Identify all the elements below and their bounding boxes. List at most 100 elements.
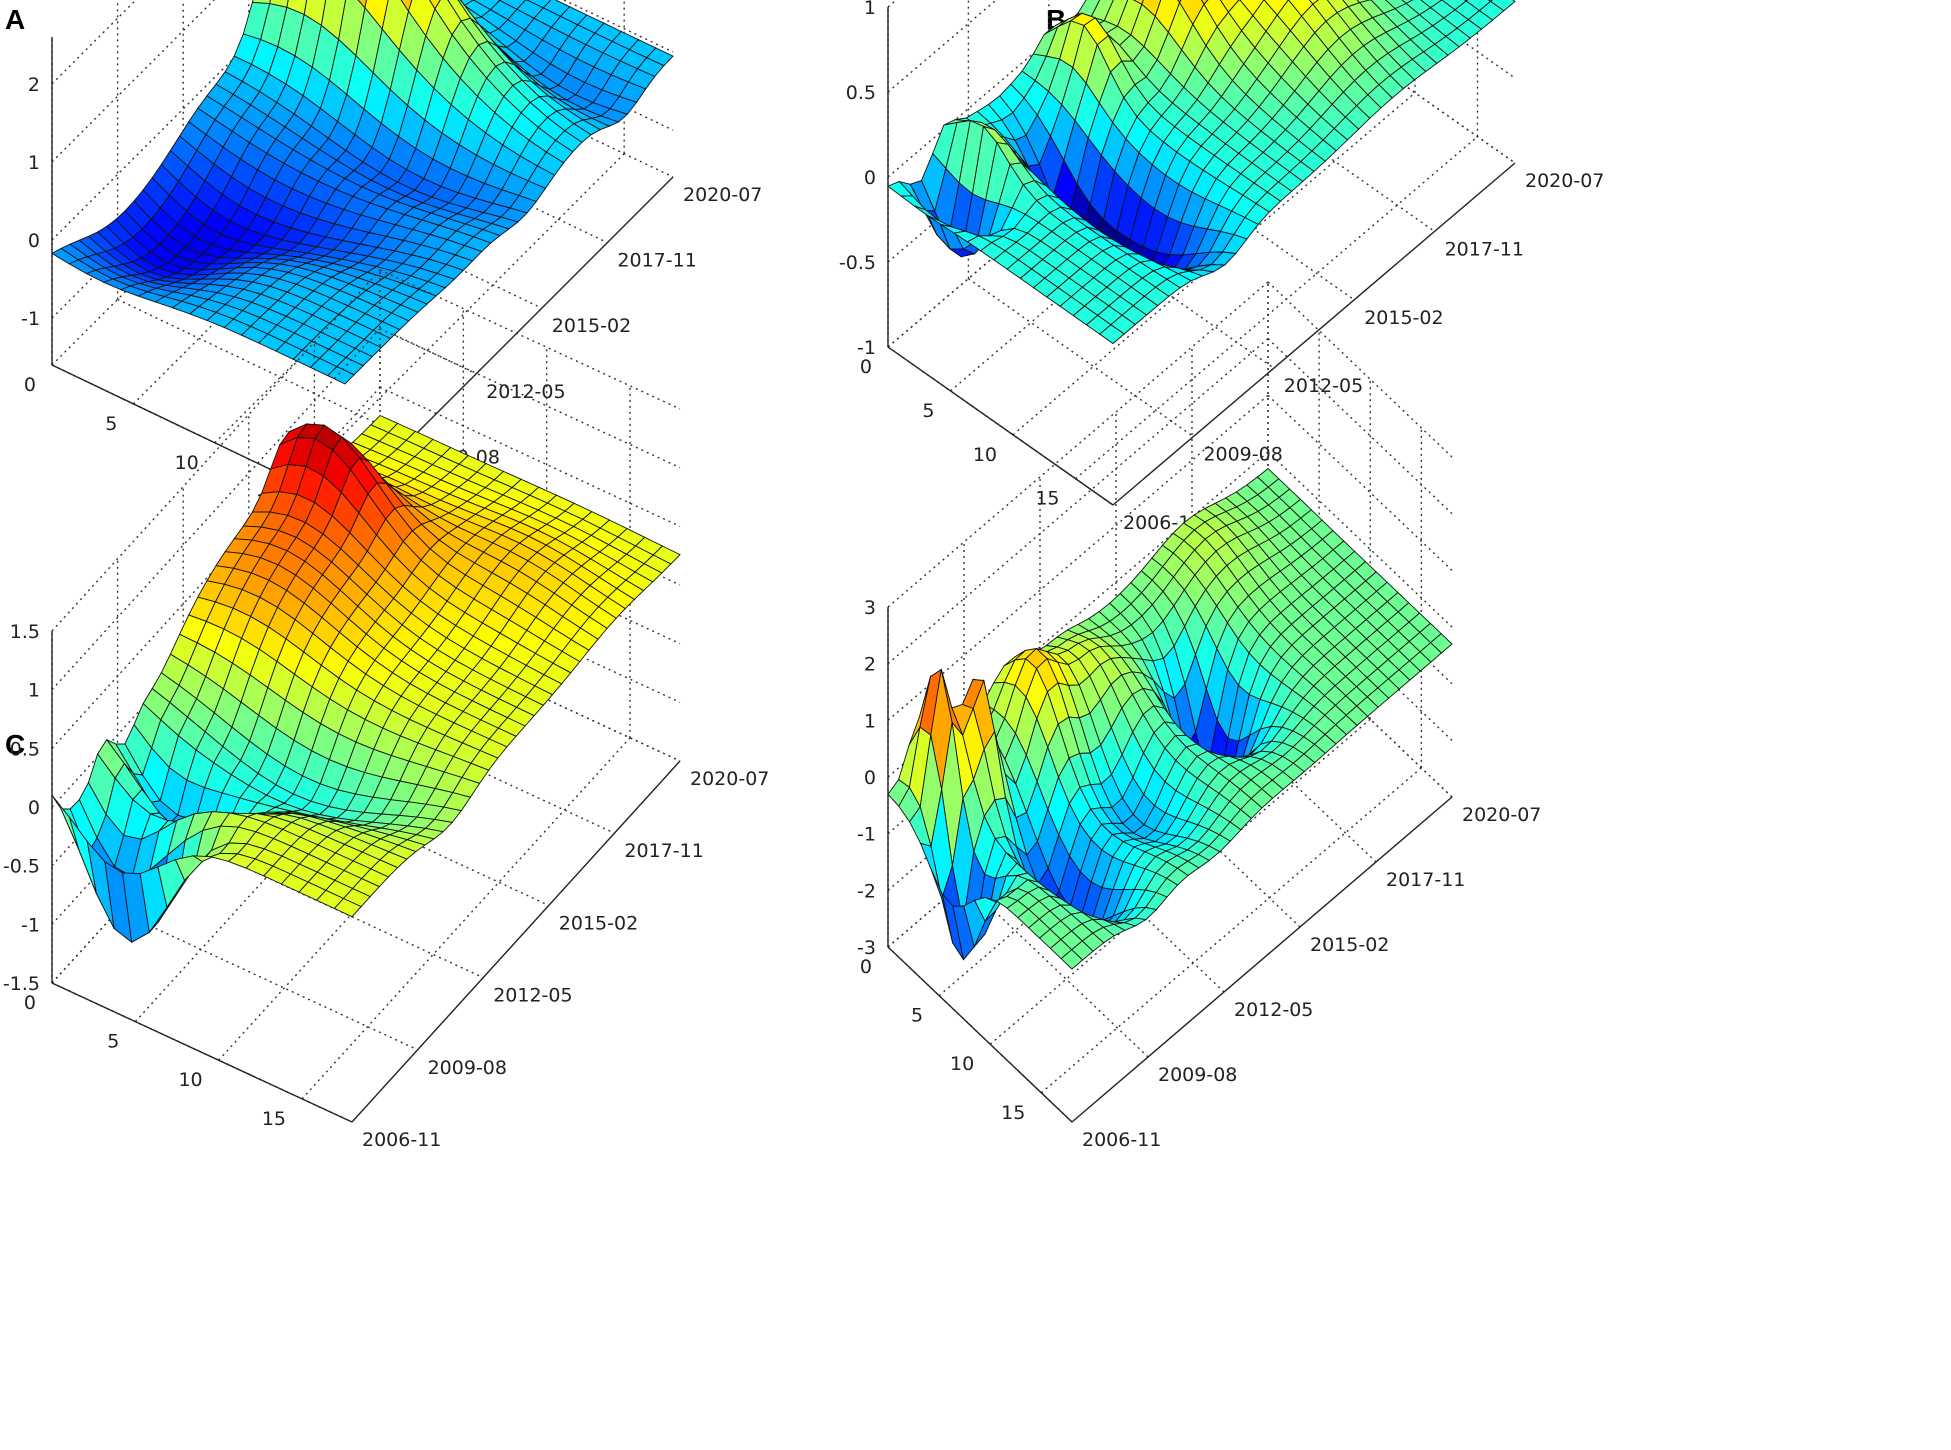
z-tick-label: 0.5	[846, 82, 876, 104]
surface-cell	[333, 897, 362, 918]
y-tick-label: 2015-02	[1310, 934, 1389, 956]
z-tick-label: 1	[28, 680, 40, 702]
surface-plot-a: -10120510152006-112009-082012-052015-022…	[21, 0, 762, 534]
z-tick-label: -2	[857, 880, 876, 902]
y-tick-label: 2012-05	[493, 985, 572, 1007]
panel-label: A	[5, 4, 26, 35]
panel-a: A -10120510152006-112009-082012-052015-0…	[0, 0, 975, 725]
x-tick-label: 5	[911, 1005, 923, 1027]
panel-label: C	[5, 729, 26, 760]
surface-cell	[1308, 0, 1320, 5]
y-tick-label: 2020-07	[1525, 170, 1604, 192]
y-tick-label: 2020-07	[683, 184, 762, 206]
grid-line	[1267, 451, 1453, 628]
y-tick-label: 2017-11	[1445, 238, 1524, 260]
y-tick-label: 2017-11	[624, 840, 703, 862]
x-tick-label: 10	[950, 1053, 974, 1075]
grid-line	[1075, 136, 1478, 480]
surface-cell	[429, 0, 441, 10]
x-axis	[887, 946, 1073, 1123]
y-tick-label: 2017-11	[617, 250, 696, 272]
z-tick-label: 0	[864, 767, 876, 789]
x-tick-label: 0	[24, 374, 36, 396]
y-tick-label: 2009-08	[1203, 444, 1282, 466]
z-tick-label: -1	[21, 308, 40, 330]
y-tick-label: 2015-02	[1364, 307, 1443, 329]
y-axis	[351, 760, 681, 1123]
z-tick-label: -0.5	[3, 856, 40, 878]
z-tick-label: -1	[857, 824, 876, 846]
y-tick-label: 2012-05	[1284, 375, 1363, 397]
grid-line	[379, 386, 681, 527]
grid-line	[1267, 281, 1453, 458]
z-tick-label: -1.5	[3, 973, 40, 995]
surface	[887, 468, 1453, 970]
z-tick-label: -1	[857, 337, 876, 359]
z-tick-label: 3	[864, 597, 876, 619]
x-tick-label: 15	[1001, 1102, 1025, 1124]
tick-labels: -3 -2 -1 0 1 2 3 0 5 10 15 2006-11 2009-08 2012-05 201…	[857, 597, 1541, 1151]
grid-line	[379, 328, 681, 469]
x-axis	[51, 982, 353, 1123]
surface-plot-c: -1.5 -1 -0.5 0 0.5 1 1.5 0 5 10 15 2006-11 2009-08 20…	[3, 269, 769, 1151]
grid-line	[1209, 72, 1436, 232]
y-tick-label: 2009-08	[1158, 1064, 1237, 1086]
x-tick-label: 5	[105, 413, 117, 435]
z-tick-label: -1	[21, 914, 40, 936]
y-tick-label: 2020-07	[1462, 804, 1541, 826]
surface-cell	[1060, 949, 1084, 970]
grid-line	[1267, 394, 1453, 571]
y-tick-label: 2020-07	[690, 768, 769, 790]
surface-plot-d: -3-2-101230510152006-112009-082012-05201…	[857, 281, 1541, 1151]
x-axis	[887, 346, 1114, 506]
z-tick-label: 1.5	[10, 621, 40, 643]
z-tick-label: -0.5	[839, 252, 876, 274]
z-tick-label: 1	[864, 710, 876, 732]
surface-plot-b: -1-0.500.510510152006-112009-082012-0520…	[839, 0, 1604, 534]
y-tick-label: 2006-11	[362, 1129, 441, 1151]
x-tick-label: 0	[860, 956, 872, 978]
y-tick-label: 2009-08	[428, 1057, 507, 1079]
tick-labels: -1.5 -1 -0.5 0 0.5 1 1.5 0 5 10 15 2006-11 2009-08 20…	[3, 621, 769, 1151]
x-tick-label: 10	[175, 452, 199, 474]
z-tick-label: 2	[28, 74, 40, 96]
surface-cell	[327, 366, 355, 385]
y-tick-label: 2012-05	[486, 381, 565, 403]
panel-b: B -1 -0.5 0 0.5 1 0 5 10 15 2006-11 2009-08 2012-05…	[839, 0, 1951, 725]
panel-c: C -1.5 -1 -0.5 0 0.5 1 1.5 0 5 10 15 2006-11 2009-08…	[0, 269, 975, 1450]
z-tick-label: 0	[28, 797, 40, 819]
z-tick-label: 0	[864, 167, 876, 189]
x-tick-label: 10	[973, 444, 997, 466]
y-axis	[1112, 162, 1516, 506]
surface-cell	[1401, 0, 1414, 5]
x-tick-label: 15	[262, 1108, 286, 1130]
surface	[51, 0, 674, 385]
y-tick-label: 2017-11	[1386, 869, 1465, 891]
y-axis	[1071, 796, 1453, 1123]
x-tick-label: 0	[860, 356, 872, 378]
y-tick-label: 2006-11	[1082, 1129, 1161, 1151]
z-tick-label: 2	[864, 654, 876, 676]
z-tick-label: -3	[857, 937, 876, 959]
x-tick-label: 10	[178, 1069, 202, 1091]
z-tick-label: 1	[28, 152, 40, 174]
surface	[51, 414, 681, 944]
surface-cell	[1200, 0, 1209, 6]
surface-cell	[1099, 324, 1125, 345]
grid-line	[379, 269, 681, 410]
z-tick-label: 1	[864, 0, 876, 19]
x-tick-label: 0	[24, 992, 36, 1014]
grid-line	[117, 298, 411, 441]
panel-d: D -3-2-101230510152006-112009-082012-052…	[857, 281, 1951, 1450]
y-tick-label: 2015-02	[552, 315, 631, 337]
grid-line	[1012, 92, 1416, 436]
y-tick-label: 2012-05	[1234, 999, 1313, 1021]
grid-line	[117, 910, 418, 1051]
z-tick-label: 0	[28, 230, 40, 252]
x-tick-label: 5	[107, 1031, 119, 1053]
x-tick-label: 5	[922, 400, 934, 422]
grid-line	[1128, 141, 1355, 301]
y-tick-label: 2015-02	[559, 912, 638, 934]
surface	[887, 0, 1516, 345]
grid-line	[967, 278, 1194, 438]
